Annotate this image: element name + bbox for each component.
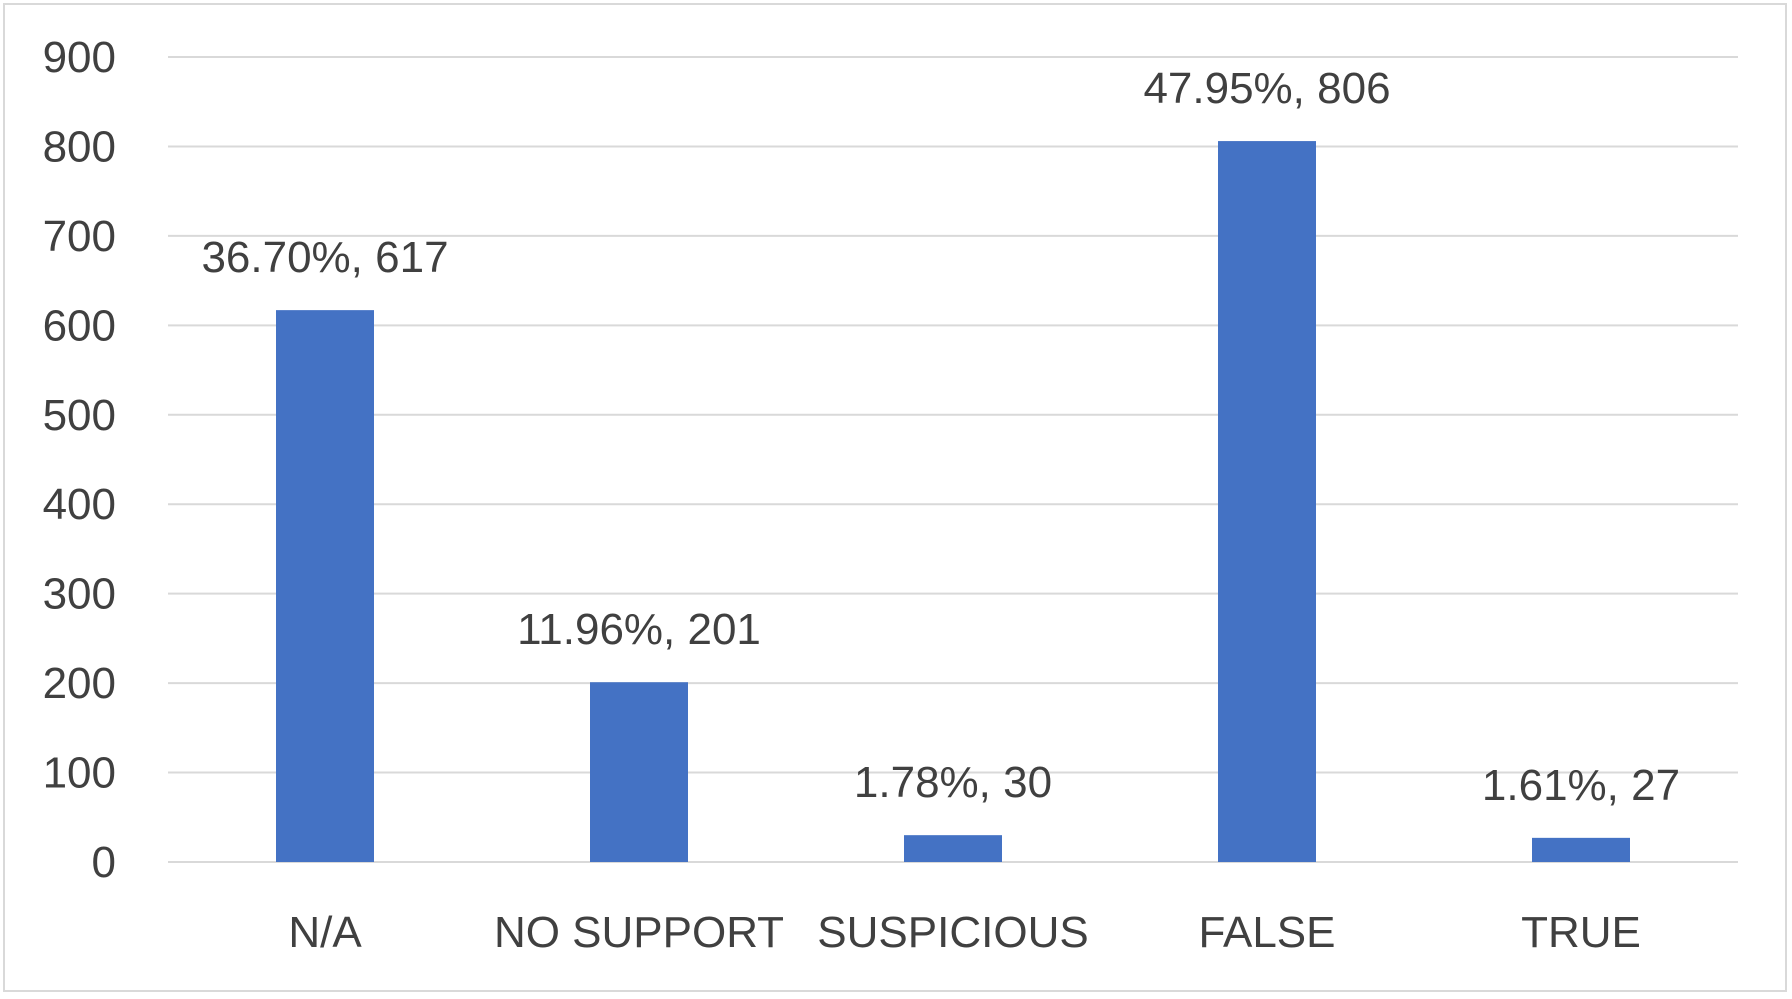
x-tick-label: FALSE — [1199, 908, 1336, 957]
bar-data-label: 11.96%, 201 — [517, 605, 761, 654]
y-tick-label: 600 — [43, 301, 116, 350]
bar — [276, 310, 374, 862]
y-tick-label: 700 — [43, 212, 116, 261]
bars — [276, 141, 1630, 863]
y-tick-label: 0 — [92, 838, 116, 887]
bar — [1532, 837, 1630, 862]
y-tick-label: 400 — [43, 480, 116, 529]
bar — [590, 682, 688, 862]
bar — [904, 835, 1002, 862]
data-labels: 36.70%, 617 11.96%, 201 1.78%, 30 47.95%, 8… — [201, 64, 1680, 810]
x-tick-label: NO SUPPORT — [494, 908, 784, 957]
x-axis-tick-labels: N/A NO SUPPORT SUSPICIOUS FALSE TRUE — [288, 908, 1641, 957]
bar — [1218, 141, 1316, 863]
x-tick-label: N/A — [288, 908, 362, 957]
bar-data-label: 47.95%, 806 — [1143, 64, 1390, 113]
y-tick-label: 100 — [43, 749, 116, 798]
gridlines — [168, 56, 1738, 863]
bar-data-label: 1.78%, 30 — [854, 758, 1052, 807]
y-tick-label: 500 — [43, 391, 116, 440]
y-tick-label: 800 — [43, 122, 116, 171]
x-tick-label: TRUE — [1521, 908, 1641, 957]
x-tick-label: SUSPICIOUS — [817, 908, 1088, 957]
bar-data-label: 36.70%, 617 — [201, 233, 448, 282]
y-tick-label: 900 — [43, 33, 116, 82]
bar-data-label: 1.61%, 27 — [1482, 761, 1680, 810]
y-axis-tick-labels: 0 100 200 300 400 500 600 700 800 900 — [43, 33, 116, 887]
y-tick-label: 300 — [43, 570, 116, 619]
y-tick-label: 200 — [43, 659, 116, 708]
